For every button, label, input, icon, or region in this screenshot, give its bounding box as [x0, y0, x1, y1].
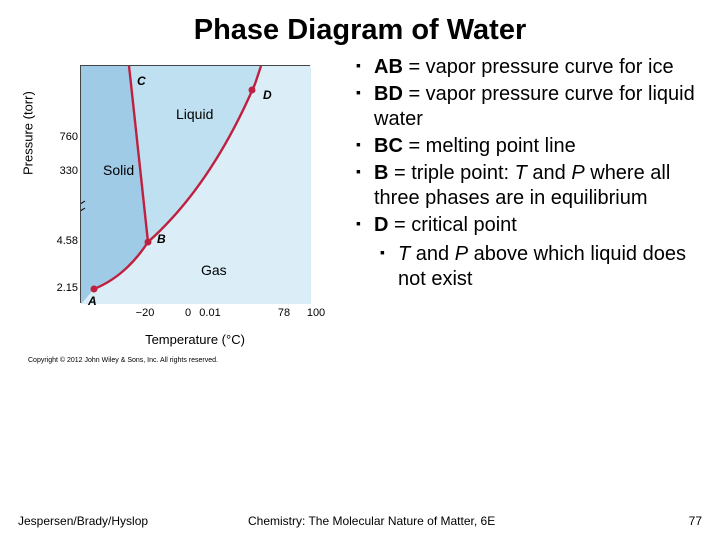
subbullet: T and P above which liquid does not exis… — [356, 242, 710, 292]
footer: Jespersen/Brady/Hyslop Chemistry: The Mo… — [0, 514, 720, 528]
point-A-label: A — [88, 294, 97, 308]
content-row: Pressure (torr) Temperature (°C) 2.15 4.5… — [0, 55, 720, 364]
sub-after: above which liquid does not exist — [398, 243, 686, 290]
copyright-line: Copyright © 2012 John Wiley & Sons, Inc.… — [28, 357, 348, 364]
bullet-BD-label: BD — [374, 83, 403, 105]
ytick: 4.58 — [38, 235, 78, 247]
page-title: Phase Diagram of Water — [0, 0, 720, 55]
region-gas: Gas — [201, 262, 227, 278]
bullet-B: B = triple point: T and P where all thre… — [356, 161, 710, 211]
bullet-AB-text: = vapor pressure curve for ice — [403, 56, 674, 78]
bullet-D-label: D — [374, 214, 388, 236]
sub-T: T — [398, 243, 410, 265]
region-solid: Solid — [103, 162, 134, 178]
point-C-label: C — [137, 74, 146, 88]
plot-area: Solid Liquid Gas A B C D — [80, 65, 310, 303]
bullet-BC: BC = melting point line — [356, 134, 710, 159]
y-axis-label: Pressure (torr) — [21, 91, 36, 175]
bullet-BD: BD = vapor pressure curve for liquid wat… — [356, 82, 710, 132]
bullet-B-T: T — [515, 162, 527, 184]
footer-book: Chemistry: The Molecular Nature of Matte… — [218, 514, 642, 528]
diagram-column: Pressure (torr) Temperature (°C) 2.154.5… — [28, 55, 348, 364]
xtick: 0.01 — [199, 307, 220, 319]
phase-diagram: Pressure (torr) Temperature (°C) 2.154.5… — [28, 55, 328, 355]
ytick: 330 — [38, 165, 78, 177]
bullet-B-label: B — [374, 162, 388, 184]
xtick: 78 — [278, 307, 290, 319]
ytick: 760 — [38, 131, 78, 143]
bullet-D: D = critical point — [356, 213, 710, 238]
footer-authors: Jespersen/Brady/Hyslop — [18, 514, 218, 528]
footer-page: 77 — [642, 514, 702, 528]
sub-P: P — [455, 243, 468, 265]
bullet-list: AB = vapor pressure curve for ice BD = v… — [348, 55, 710, 364]
xtick: 0 — [185, 307, 191, 319]
bullet-AB: AB = vapor pressure curve for ice — [356, 55, 710, 80]
region-liquid: Liquid — [176, 106, 213, 122]
bullet-B-P: P — [571, 162, 584, 184]
bullet-BC-label: BC — [374, 135, 403, 157]
ytick: 2.15 — [38, 282, 78, 294]
xtick: 100 — [307, 307, 325, 319]
bullet-BC-text: = melting point line — [403, 135, 576, 157]
point-B-label: B — [157, 232, 166, 246]
xtick: −20 — [136, 307, 155, 319]
point-D-label: D — [263, 88, 272, 102]
bullet-AB-label: AB — [374, 56, 403, 78]
x-axis-label: Temperature (°C) — [80, 332, 310, 347]
bullet-D-text: = critical point — [388, 214, 516, 236]
plot-svg — [81, 66, 311, 304]
bullet-B-before: = triple point: — [388, 162, 514, 184]
bullet-BD-text: = vapor pressure curve for liquid water — [374, 83, 695, 130]
